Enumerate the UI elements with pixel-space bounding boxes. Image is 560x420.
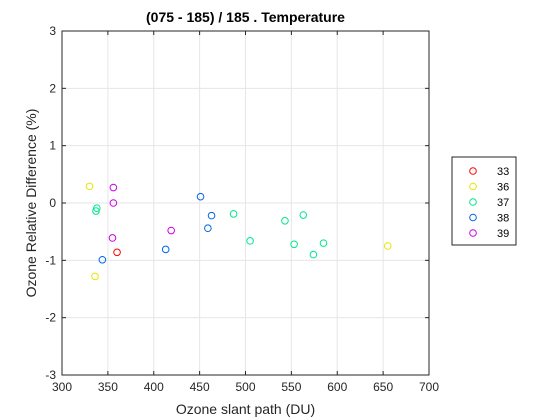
data-point: [85, 182, 94, 191]
series-33: [113, 248, 121, 257]
y-tick-label: 1: [49, 139, 56, 153]
y-axis-label: Ozone Relative Difference (%): [23, 109, 39, 298]
data-point: [204, 224, 212, 233]
data-point: [290, 240, 298, 249]
chart-title: (075 - 185) / 185 . Temperature: [146, 9, 345, 25]
data-point: [309, 250, 318, 259]
legend-label: 38: [497, 213, 509, 225]
data-point: [98, 255, 107, 264]
legend-marker: [469, 182, 477, 191]
y-tick-label: -1: [45, 253, 56, 267]
legend: 33 36 37 38 39: [451, 156, 517, 246]
data-point: [167, 226, 175, 235]
legend-label: 39: [497, 228, 509, 240]
x-tick-label: 650: [373, 380, 393, 394]
series-37: [92, 204, 328, 259]
y-tick-label: -3: [45, 368, 56, 382]
data-point: [281, 216, 289, 225]
legend-box: [451, 156, 517, 246]
data-point: [161, 245, 170, 254]
legend-label: 33: [497, 166, 509, 178]
data-point: [113, 248, 121, 257]
data-point: [207, 211, 216, 220]
data-point: [246, 237, 254, 245]
data-point: [299, 211, 308, 219]
x-tick-label: 600: [327, 380, 347, 394]
legend-item-33: 33: [469, 166, 509, 178]
legend-marker: [469, 213, 477, 222]
legend-item-37: 37: [469, 197, 509, 209]
x-tick-label: 350: [98, 380, 118, 394]
data-points: [85, 182, 392, 281]
data-point: [109, 183, 118, 192]
y-tick-label: 2: [49, 81, 56, 95]
legend-marker: [469, 198, 477, 206]
legend-item-36: 36: [469, 182, 509, 194]
y-tick-label: -2: [45, 311, 56, 325]
y-tick-label: 3: [49, 24, 56, 38]
data-point: [108, 234, 117, 242]
legend-item-38: 38: [469, 213, 509, 225]
x-tick-label: 500: [235, 380, 255, 394]
y-tick-label: 0: [49, 196, 56, 210]
legend-label: 37: [497, 197, 509, 209]
legend-label: 36: [497, 182, 509, 194]
data-point: [91, 272, 99, 281]
legend-item-39: 39: [469, 228, 509, 240]
x-tick-label: 450: [190, 380, 210, 394]
x-tick-label: 300: [52, 380, 72, 394]
x-tick-label: 400: [144, 380, 164, 394]
legend-marker: [469, 229, 477, 237]
x-axis-label: Ozone slant path (DU): [176, 401, 315, 417]
series-38: [98, 192, 216, 264]
data-point: [93, 204, 101, 212]
data-point: [109, 199, 118, 207]
data-point: [229, 210, 238, 218]
x-tick-label: 550: [281, 380, 301, 394]
series-36: [85, 182, 392, 281]
data-point: [383, 242, 392, 250]
legend-marker: [469, 167, 477, 175]
y-axis-ticks: -3 -2 -1 0 1 2 3: [45, 24, 429, 382]
x-axis-ticks: 300 350 400 450 500 550 600 650 700: [52, 31, 439, 394]
data-point: [196, 192, 205, 201]
series-39: [108, 183, 175, 242]
x-tick-label: 700: [419, 380, 439, 394]
data-point: [319, 239, 328, 247]
